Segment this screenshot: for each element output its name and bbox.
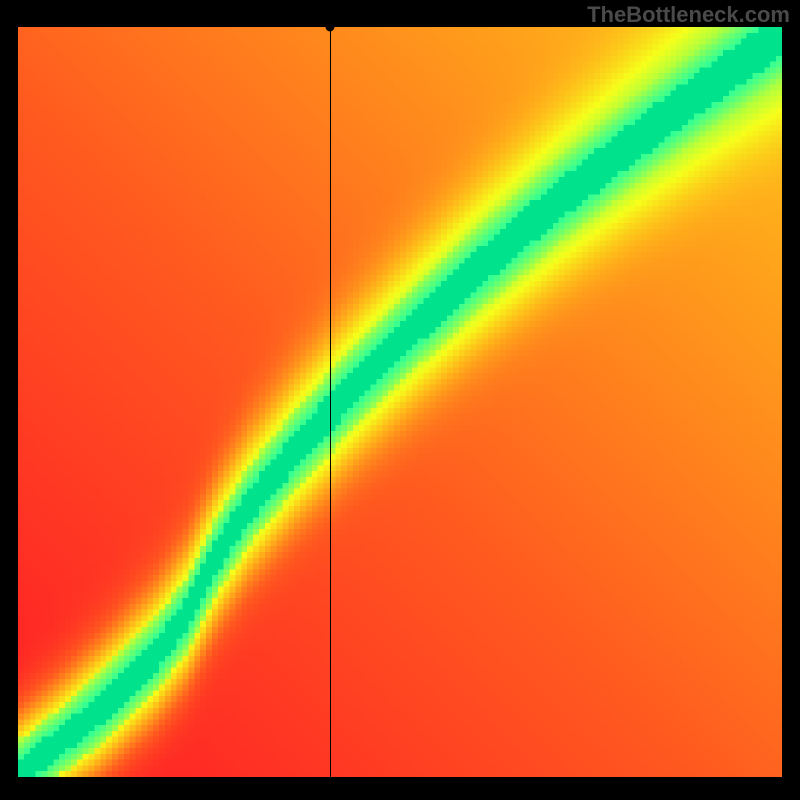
marker-vertical-line — [330, 27, 331, 777]
watermark-text: TheBottleneck.com — [587, 2, 790, 28]
heatmap-plot — [18, 27, 782, 777]
marker-dot — [325, 23, 334, 32]
heatmap-canvas — [18, 27, 782, 777]
